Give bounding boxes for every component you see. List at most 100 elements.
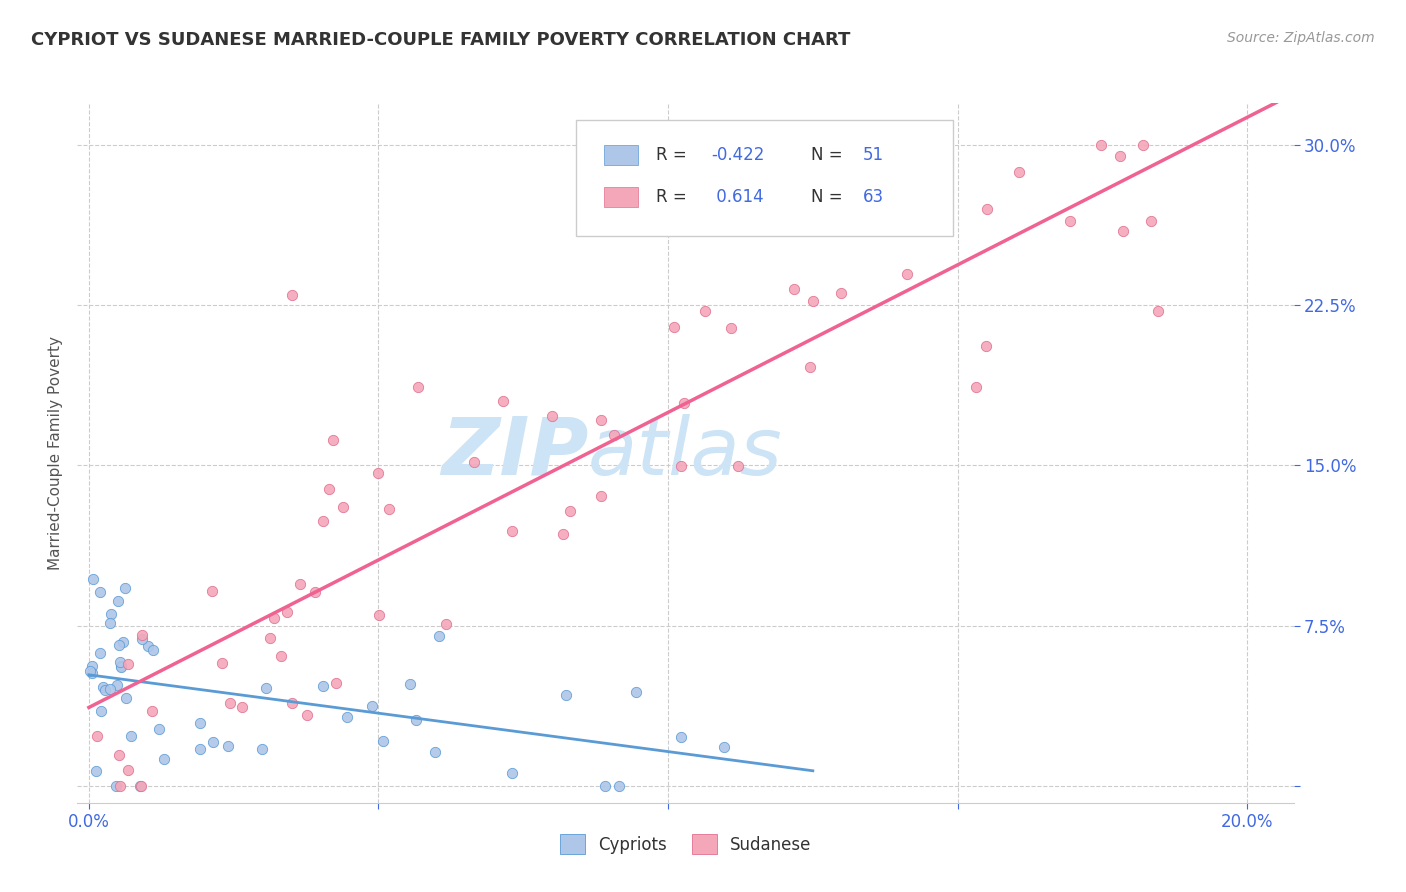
Point: [367, 466, 389, 480]
Point: [117, 657, 139, 671]
Point: [463, 455, 485, 469]
Text: 63: 63: [863, 188, 884, 206]
Point: [254, 681, 277, 695]
Point: [540, 409, 562, 423]
Point: [148, 722, 170, 736]
Point: [105, 678, 128, 692]
FancyBboxPatch shape: [605, 187, 638, 207]
Point: [695, 304, 717, 318]
Point: [501, 766, 523, 780]
Point: [131, 628, 153, 642]
Point: [114, 581, 136, 595]
Point: [250, 742, 273, 756]
Point: [108, 779, 131, 793]
Text: N =: N =: [811, 188, 848, 206]
Point: [974, 339, 997, 353]
Point: [120, 729, 142, 743]
Point: [1108, 149, 1130, 163]
Text: R =: R =: [657, 188, 692, 206]
Point: [129, 779, 152, 793]
Point: [188, 715, 211, 730]
Text: -0.422: -0.422: [711, 146, 765, 164]
Point: [79, 664, 101, 678]
Point: [304, 584, 326, 599]
Point: [131, 632, 153, 647]
Point: [607, 779, 630, 793]
Point: [669, 730, 692, 744]
Point: [280, 287, 302, 301]
Point: [110, 660, 132, 674]
Point: [295, 708, 318, 723]
Point: [93, 682, 115, 697]
Point: [259, 631, 281, 645]
Point: [84, 764, 107, 779]
Point: [976, 202, 998, 217]
Point: [90, 704, 112, 718]
Point: [211, 656, 233, 670]
Text: 51: 51: [863, 146, 884, 164]
Text: ZIP: ZIP: [440, 414, 588, 491]
Point: [86, 729, 108, 743]
Point: [591, 489, 613, 503]
Point: [603, 428, 626, 442]
Point: [626, 684, 648, 698]
Point: [188, 741, 211, 756]
Point: [554, 688, 576, 702]
Point: [551, 527, 574, 541]
Point: [1132, 138, 1154, 153]
Point: [231, 699, 253, 714]
Point: [104, 779, 127, 793]
Point: [399, 677, 422, 691]
Point: [713, 740, 735, 755]
Point: [662, 320, 685, 334]
Point: [108, 655, 131, 669]
Point: [378, 502, 401, 516]
Point: [492, 393, 515, 408]
Point: [98, 682, 121, 697]
Point: [281, 697, 304, 711]
Point: [332, 500, 354, 514]
Point: [1147, 303, 1170, 318]
Point: [965, 380, 987, 394]
Text: CYPRIOT VS SUDANESE MARRIED-COUPLE FAMILY POVERTY CORRELATION CHART: CYPRIOT VS SUDANESE MARRIED-COUPLE FAMIL…: [31, 31, 851, 49]
Point: [141, 704, 163, 718]
Point: [799, 359, 821, 374]
Point: [263, 611, 285, 625]
Point: [501, 524, 523, 539]
Point: [360, 698, 382, 713]
Point: [669, 458, 692, 473]
Point: [129, 779, 152, 793]
Point: [80, 666, 103, 681]
Point: [672, 396, 695, 410]
Point: [591, 413, 613, 427]
Point: [107, 594, 129, 608]
Point: [434, 616, 457, 631]
Point: [336, 709, 359, 723]
Point: [830, 286, 852, 301]
FancyBboxPatch shape: [605, 145, 638, 165]
Point: [405, 713, 427, 727]
Point: [1140, 214, 1163, 228]
Point: [100, 607, 122, 622]
Text: atlas: atlas: [588, 414, 783, 491]
Point: [114, 691, 136, 706]
Point: [218, 697, 240, 711]
Point: [89, 647, 111, 661]
Point: [879, 193, 901, 207]
Point: [89, 584, 111, 599]
Point: [270, 648, 292, 663]
Point: [82, 572, 104, 586]
Point: [288, 576, 311, 591]
Point: [312, 679, 335, 693]
Point: [325, 676, 347, 690]
Legend: Cypriots, Sudanese: Cypriots, Sudanese: [553, 827, 818, 861]
Point: [896, 267, 918, 281]
Point: [107, 748, 129, 763]
Point: [217, 739, 239, 753]
Point: [1007, 165, 1029, 179]
Point: [560, 504, 582, 518]
Point: [801, 293, 824, 308]
Point: [593, 779, 616, 793]
Point: [1090, 138, 1112, 153]
FancyBboxPatch shape: [576, 120, 953, 235]
